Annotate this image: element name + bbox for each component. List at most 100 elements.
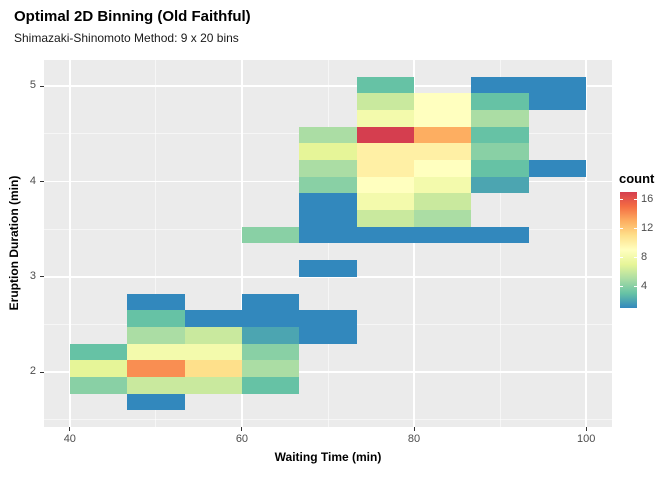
minor-gridline-vertical: [155, 60, 157, 427]
legend-tick-mark: [634, 285, 637, 287]
major-gridline-vertical: [69, 60, 71, 427]
legend-tick-mark: [620, 256, 623, 258]
chart-title: Optimal 2D Binning (Old Faithful): [14, 8, 251, 25]
chart-subtitle: Shimazaki-Shinomoto Method: 9 x 20 bins: [14, 31, 239, 45]
major-gridline-vertical: [585, 60, 587, 427]
legend-tick-label: 4: [641, 279, 648, 292]
heatmap-tile: [69, 343, 128, 361]
heatmap-tile: [127, 343, 185, 361]
legend-tick-mark: [620, 227, 623, 229]
heatmap-tile: [528, 160, 587, 177]
heatmap-tile: [471, 143, 529, 161]
heatmap-tile: [414, 126, 472, 144]
x-axis-tick: [69, 427, 71, 431]
heatmap-tile: [299, 210, 357, 227]
heatmap-tile: [299, 193, 357, 211]
heatmap-tile: [241, 376, 300, 394]
heatmap-tile: [471, 126, 529, 144]
x-axis-title: Waiting Time (min): [274, 450, 382, 464]
heatmap-tile: [471, 93, 529, 111]
y-tick-label: 4: [29, 174, 36, 187]
heatmap-tile: [471, 110, 529, 127]
y-tick-label: 5: [29, 79, 36, 92]
heatmap-tile: [299, 326, 357, 344]
major-gridline-horizontal: [44, 276, 612, 278]
heatmap-tile: [241, 326, 300, 344]
heatmap-tile: [69, 360, 128, 377]
x-tick-label: 100: [576, 433, 596, 445]
heatmap-tile: [127, 293, 185, 311]
heatmap-tile: [414, 226, 472, 244]
heatmap-tile: [356, 176, 415, 194]
heatmap-tile: [414, 93, 472, 111]
plot-panel: [44, 60, 612, 427]
minor-gridline-horizontal: [44, 419, 612, 421]
heatmap-tile: [184, 310, 242, 327]
legend-tick-label: 16: [641, 192, 654, 205]
heatmap-tile: [299, 176, 357, 194]
heatmap-tile: [471, 160, 529, 177]
heatmap-tile: [356, 76, 415, 94]
legend-tick-mark: [620, 198, 623, 200]
y-axis-title: Eruption Duration (min): [7, 175, 21, 311]
heatmap-tile: [356, 126, 415, 144]
heatmap-tile: [356, 193, 415, 211]
x-tick-label: 40: [63, 433, 76, 445]
heatmap-tile: [528, 76, 587, 94]
major-gridline-vertical: [413, 60, 415, 427]
heatmap-tile: [299, 160, 357, 177]
heatmap-tile: [127, 393, 185, 411]
heatmap-tile: [299, 226, 357, 244]
heatmap-tile: [127, 360, 185, 377]
heatmap-tile: [184, 343, 242, 361]
legend-colorbar: [620, 192, 637, 308]
heatmap-tile: [356, 210, 415, 227]
heatmap-tile: [414, 176, 472, 194]
legend-tick-mark: [634, 198, 637, 200]
x-axis-tick: [413, 427, 415, 431]
y-tick-label: 3: [29, 269, 36, 282]
heatmap-tile: [356, 226, 415, 244]
heatmap-tile: [414, 110, 472, 127]
heatmap-tile: [471, 176, 529, 194]
x-tick-label: 80: [407, 433, 421, 445]
heatmap-tile: [69, 376, 128, 394]
heatmap-tile: [528, 93, 587, 111]
heatmap-tile: [184, 326, 242, 344]
minor-gridline-vertical: [327, 60, 329, 427]
heatmap-tile: [184, 360, 242, 377]
heatmap-tile: [356, 110, 415, 127]
legend-title: count: [619, 171, 655, 186]
minor-gridline-vertical: [499, 60, 501, 427]
heatmap-tile: [414, 210, 472, 227]
heatmap-tile: [127, 376, 185, 394]
heatmap-tile: [241, 226, 300, 244]
heatmap-tile: [414, 193, 472, 211]
heatmap-tile: [356, 143, 415, 161]
heatmap-tile: [471, 76, 529, 94]
legend-tick-mark: [634, 227, 637, 229]
x-tick-label: 60: [235, 433, 249, 445]
legend-tick-mark: [620, 285, 623, 287]
heatmap-tile: [299, 143, 357, 161]
heatmap-tile: [299, 126, 357, 144]
y-axis-tick: [40, 85, 44, 87]
legend-tick-label: 12: [641, 221, 654, 234]
heatmap-tile: [471, 226, 529, 244]
x-axis-tick: [585, 427, 587, 431]
y-tick-label: 2: [29, 365, 36, 378]
heatmap-tile: [184, 376, 242, 394]
heatmap-tile: [356, 93, 415, 111]
y-axis-tick: [40, 181, 44, 183]
heatmap-tile: [241, 343, 300, 361]
x-axis-tick: [241, 427, 243, 431]
legend-tick-label: 8: [641, 250, 648, 263]
major-gridline-horizontal: [44, 85, 612, 87]
heatmap-tile: [241, 310, 300, 327]
heatmap-tile: [299, 260, 357, 277]
major-gridline-horizontal: [44, 371, 612, 373]
y-axis-tick: [40, 371, 44, 373]
heatmap-tile: [127, 326, 185, 344]
heatmap-tile: [127, 310, 185, 327]
heatmap-tile: [241, 360, 300, 377]
